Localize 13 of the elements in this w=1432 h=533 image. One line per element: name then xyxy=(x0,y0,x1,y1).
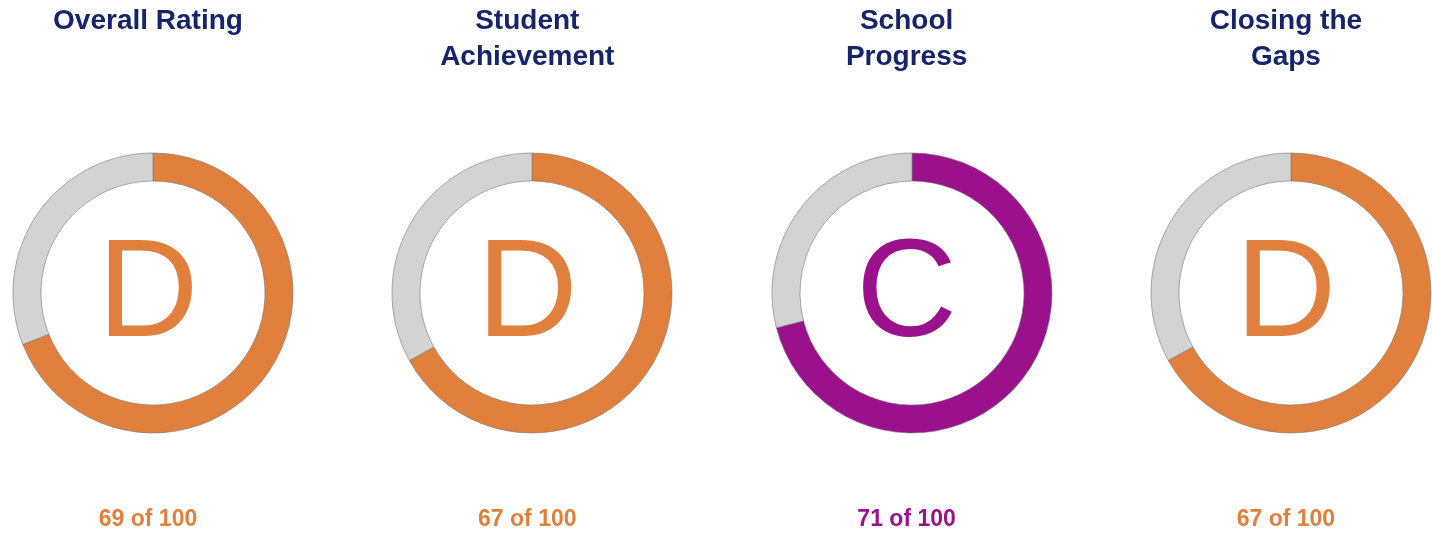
text: D xyxy=(1234,208,1338,368)
text: C xyxy=(855,208,959,368)
chart-title: Student Achievement xyxy=(439,3,616,73)
text: D xyxy=(475,208,579,368)
text: 67 of 100 xyxy=(1235,504,1337,533)
text: 69 of 100 xyxy=(97,504,199,533)
chart-title: Closing the Gaps xyxy=(1208,3,1364,73)
text: D xyxy=(96,208,200,368)
text: 71 of 100 xyxy=(856,504,957,533)
text: 67 of 100 xyxy=(477,504,578,533)
chart-title: Overall Rating xyxy=(52,3,244,37)
donut-slice xyxy=(775,152,1052,434)
chart-title: School Progress xyxy=(844,3,969,73)
